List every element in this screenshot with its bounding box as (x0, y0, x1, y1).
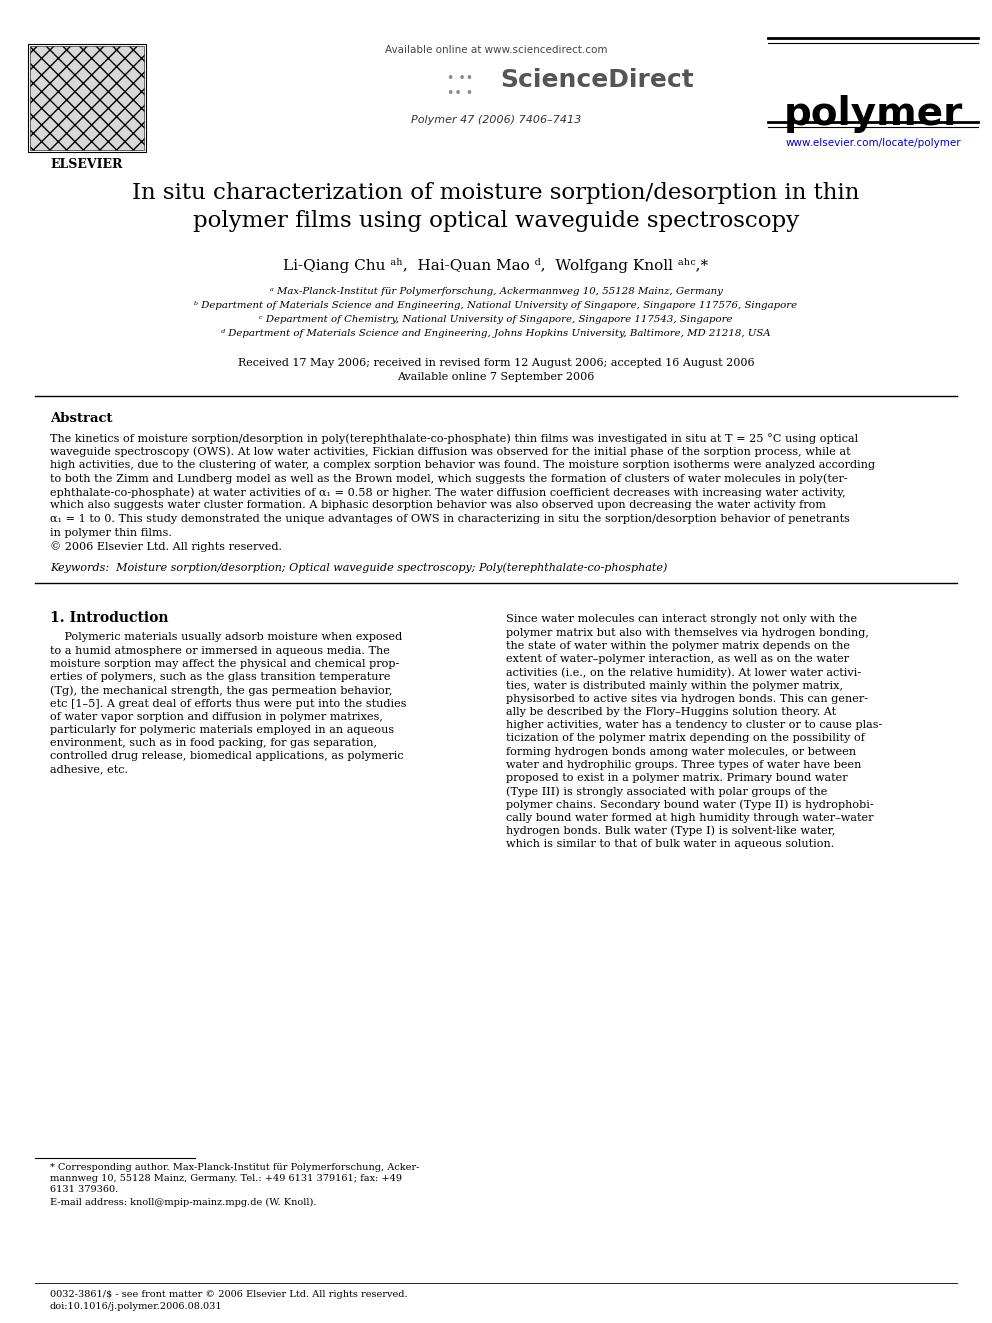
Bar (28, 44, 146, 152)
Text: ᵇ Department of Materials Science and Engineering, National University of Singap: ᵇ Department of Materials Science and En… (194, 302, 798, 310)
Text: 1. Introduction: 1. Introduction (50, 610, 169, 624)
Text: Li-Qiang Chu ᵃʰ,  Hai-Quan Mao ᵈ,  Wolfgang Knoll ᵃʰᶜ,*: Li-Qiang Chu ᵃʰ, Hai-Quan Mao ᵈ, Wolfgan… (284, 258, 708, 273)
Text: erties of polymers, such as the glass transition temperature: erties of polymers, such as the glass tr… (50, 672, 391, 683)
Text: extent of water–polymer interaction, as well as on the water: extent of water–polymer interaction, as … (506, 654, 849, 664)
Text: polymer films using optical waveguide spectroscopy: polymer films using optical waveguide sp… (192, 210, 800, 232)
Text: ᶜ Department of Chemistry, National University of Singapore, Singapore 117543, S: ᶜ Department of Chemistry, National Univ… (259, 315, 733, 324)
Text: activities (i.e., on the relative humidity). At lower water activi-: activities (i.e., on the relative humidi… (506, 667, 861, 677)
Text: Polymeric materials usually adsorb moisture when exposed: Polymeric materials usually adsorb moist… (50, 632, 402, 643)
Text: moisture sorption may affect the physical and chemical prop-: moisture sorption may affect the physica… (50, 659, 399, 669)
Text: polymer matrix but also with themselves via hydrogen bonding,: polymer matrix but also with themselves … (506, 627, 869, 638)
Text: (Type III) is strongly associated with polar groups of the: (Type III) is strongly associated with p… (506, 786, 827, 796)
Text: cally bound water formed at high humidity through water–water: cally bound water formed at high humidit… (506, 812, 874, 823)
Text: to both the Zimm and Lundberg model as well as the Brown model, which suggests t: to both the Zimm and Lundberg model as w… (50, 474, 847, 484)
Text: In situ characterization of moisture sorption/desorption in thin: In situ characterization of moisture sor… (132, 183, 860, 204)
Text: high activities, due to the clustering of water, a complex sorption behavior was: high activities, due to the clustering o… (50, 460, 875, 470)
Text: The kinetics of moisture sorption/desorption in poly(terephthalate-co-phosphate): The kinetics of moisture sorption/desorp… (50, 433, 858, 445)
Text: physisorbed to active sites via hydrogen bonds. This can gener-: physisorbed to active sites via hydrogen… (506, 693, 868, 704)
Text: Keywords:  Moisture sorption/desorption; Optical waveguide spectroscopy; Poly(te: Keywords: Moisture sorption/desorption; … (50, 562, 668, 573)
Text: ᵃ Max-Planck-Institut für Polymerforschung, Ackermannweg 10, 55128 Mainz, German: ᵃ Max-Planck-Institut für Polymerforschu… (270, 287, 722, 296)
Bar (30, 46, 144, 149)
Text: waveguide spectroscopy (OWS). At low water activities, Fickian diffusion was obs: waveguide spectroscopy (OWS). At low wat… (50, 446, 850, 456)
Text: (Tg), the mechanical strength, the gas permeation behavior,: (Tg), the mechanical strength, the gas p… (50, 685, 393, 696)
Text: E-mail address: knoll@mpip-mainz.mpg.de (W. Knoll).: E-mail address: knoll@mpip-mainz.mpg.de … (50, 1199, 316, 1207)
Text: • ••
•• •: • •• •• • (447, 71, 473, 101)
Text: higher activities, water has a tendency to cluster or to cause plas-: higher activities, water has a tendency … (506, 720, 882, 730)
Text: controlled drug release, biomedical applications, as polymeric: controlled drug release, biomedical appl… (50, 751, 404, 761)
Text: ties, water is distributed mainly within the polymer matrix,: ties, water is distributed mainly within… (506, 680, 843, 691)
Text: adhesive, etc.: adhesive, etc. (50, 765, 128, 774)
Text: Available online 7 September 2006: Available online 7 September 2006 (398, 372, 594, 382)
Text: forming hydrogen bonds among water molecules, or between: forming hydrogen bonds among water molec… (506, 746, 856, 757)
Text: www.elsevier.com/locate/polymer: www.elsevier.com/locate/polymer (786, 138, 961, 148)
Text: © 2006 Elsevier Ltd. All rights reserved.: © 2006 Elsevier Ltd. All rights reserved… (50, 541, 282, 552)
Text: etc [1–5]. A great deal of efforts thus were put into the studies: etc [1–5]. A great deal of efforts thus … (50, 699, 407, 709)
Text: Received 17 May 2006; received in revised form 12 August 2006; accepted 16 Augus: Received 17 May 2006; received in revise… (238, 359, 754, 368)
Text: ephthalate-co-phosphate) at water activities of α₁ = 0.58 or higher. The water d: ephthalate-co-phosphate) at water activi… (50, 487, 845, 497)
Text: ELSEVIER: ELSEVIER (51, 157, 123, 171)
Text: which is similar to that of bulk water in aqueous solution.: which is similar to that of bulk water i… (506, 839, 834, 849)
Text: polymer chains. Secondary bound water (Type II) is hydrophobi-: polymer chains. Secondary bound water (T… (506, 799, 874, 810)
Text: environment, such as in food packing, for gas separation,: environment, such as in food packing, fo… (50, 738, 377, 747)
Text: polymer: polymer (784, 95, 962, 134)
Text: particularly for polymeric materials employed in an aqueous: particularly for polymeric materials emp… (50, 725, 394, 734)
Text: 0032-3861/$ - see front matter © 2006 Elsevier Ltd. All rights reserved.: 0032-3861/$ - see front matter © 2006 El… (50, 1290, 408, 1299)
Text: ticization of the polymer matrix depending on the possibility of: ticization of the polymer matrix dependi… (506, 733, 865, 744)
Text: ally be described by the Flory–Huggins solution theory. At: ally be described by the Flory–Huggins s… (506, 706, 836, 717)
Text: which also suggests water cluster formation. A biphasic desorption behavior was : which also suggests water cluster format… (50, 500, 826, 511)
Text: proposed to exist in a polymer matrix. Primary bound water: proposed to exist in a polymer matrix. P… (506, 773, 847, 783)
Text: Available online at www.sciencedirect.com: Available online at www.sciencedirect.co… (385, 45, 607, 56)
Text: to a humid atmosphere or immersed in aqueous media. The: to a humid atmosphere or immersed in aqu… (50, 646, 390, 656)
Text: * Corresponding author. Max-Planck-Institut für Polymerforschung, Acker-: * Corresponding author. Max-Planck-Insti… (50, 1163, 420, 1172)
Text: doi:10.1016/j.polymer.2006.08.031: doi:10.1016/j.polymer.2006.08.031 (50, 1302, 222, 1311)
Text: of water vapor sorption and diffusion in polymer matrixes,: of water vapor sorption and diffusion in… (50, 712, 383, 722)
Text: 6131 379360.: 6131 379360. (50, 1185, 118, 1193)
Text: water and hydrophilic groups. Three types of water have been: water and hydrophilic groups. Three type… (506, 759, 861, 770)
Text: hydrogen bonds. Bulk water (Type I) is solvent-like water,: hydrogen bonds. Bulk water (Type I) is s… (506, 826, 835, 836)
Text: α₁ = 1 to 0. This study demonstrated the unique advantages of OWS in characteriz: α₁ = 1 to 0. This study demonstrated the… (50, 515, 850, 524)
Text: the state of water within the polymer matrix depends on the: the state of water within the polymer ma… (506, 640, 850, 651)
Text: Polymer 47 (2006) 7406–7413: Polymer 47 (2006) 7406–7413 (411, 115, 581, 124)
Text: Since water molecules can interact strongly not only with the: Since water molecules can interact stron… (506, 614, 857, 624)
Text: Abstract: Abstract (50, 411, 112, 425)
Text: mannweg 10, 55128 Mainz, Germany. Tel.: +49 6131 379161; fax: +49: mannweg 10, 55128 Mainz, Germany. Tel.: … (50, 1174, 402, 1183)
Text: in polymer thin films.: in polymer thin films. (50, 528, 172, 537)
Text: ᵈ Department of Materials Science and Engineering, Johns Hopkins University, Bal: ᵈ Department of Materials Science and En… (221, 329, 771, 337)
Text: ScienceDirect: ScienceDirect (500, 67, 693, 93)
